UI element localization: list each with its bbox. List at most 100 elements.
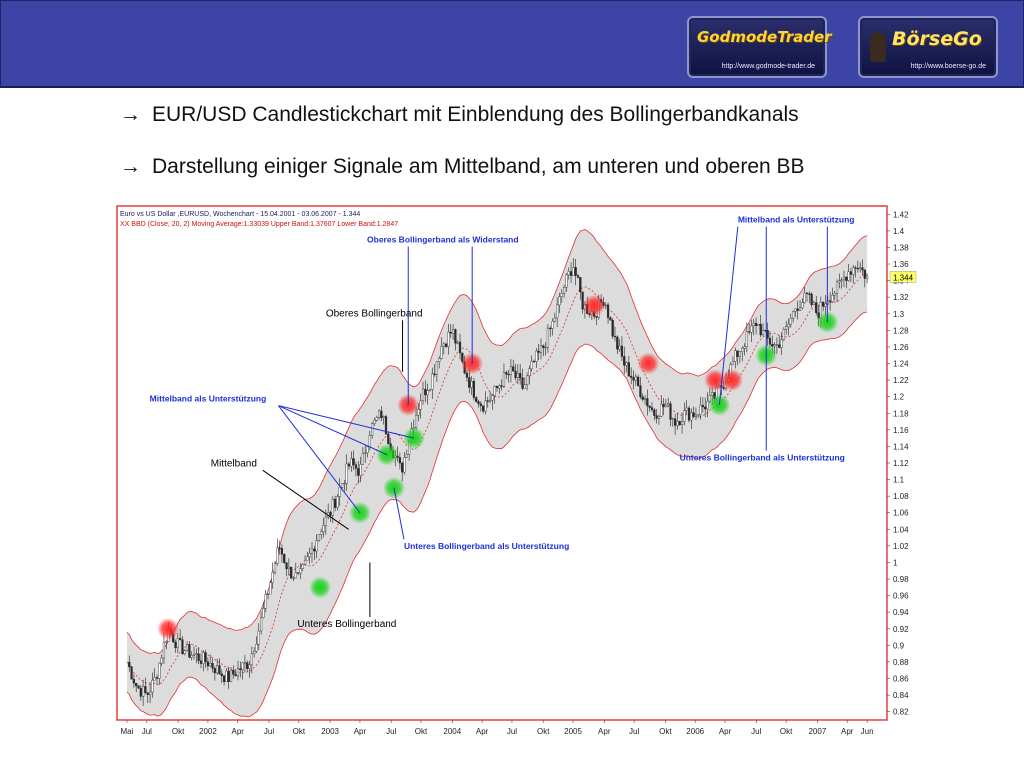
candle-body	[273, 563, 277, 573]
x-axis-tick-label: 2005	[564, 727, 582, 736]
candle-body	[220, 673, 223, 676]
candle-body	[146, 692, 149, 695]
candle-body	[329, 512, 332, 516]
candle-body	[438, 358, 441, 362]
candle-body	[449, 331, 452, 334]
candle-body	[630, 375, 633, 378]
candle-body	[854, 267, 857, 269]
candle-body	[465, 372, 469, 378]
x-axis-tick-label: Okt	[293, 727, 306, 736]
candle-body	[144, 686, 147, 693]
godmode-trader-logo[interactable]: GodmodeTrader http://www.godmode-trader.…	[687, 16, 832, 78]
candle-body	[313, 548, 316, 552]
candle-body	[690, 412, 693, 421]
y-axis-tick-label: 1.4	[893, 227, 905, 236]
red-signal-marker	[704, 369, 727, 392]
candle-body	[153, 677, 156, 681]
annotation-label: Mittelband als Unterstützung	[738, 215, 855, 225]
candle-body	[139, 687, 142, 697]
annotation-label: Oberes Bollingerband	[326, 308, 423, 319]
candle-body	[336, 496, 339, 508]
candle-body	[835, 281, 839, 294]
y-axis-tick-label: 0.84	[893, 691, 909, 700]
candle-body	[625, 362, 628, 366]
candle-body	[414, 415, 418, 428]
candle-body	[197, 653, 200, 661]
candle-body	[209, 662, 212, 667]
y-axis-tick-label: 1.22	[893, 376, 909, 385]
annotation-label: Oberes Bollingerband als Widerstand	[367, 234, 519, 244]
candle-body	[135, 682, 138, 687]
eurusd-bollinger-chart: Oberes Bollingerband als Widerstand Mitte…	[116, 205, 917, 736]
y-axis-tick-label: 1.18	[893, 409, 909, 418]
candle-body	[151, 679, 154, 693]
candle-body	[579, 277, 582, 293]
candle-body	[544, 347, 547, 349]
candle-body	[641, 396, 644, 400]
candle-body	[285, 562, 288, 570]
candle-body	[507, 373, 510, 376]
candle-body	[840, 279, 843, 281]
red-signal-marker	[583, 294, 606, 317]
candle-body	[866, 275, 869, 279]
annotation-pointer	[278, 405, 361, 514]
green-signal-marker	[309, 576, 332, 599]
candle-body	[128, 661, 131, 668]
y-axis-tick-label: 1.32	[893, 293, 909, 302]
candle-body	[276, 547, 279, 564]
candle-body	[750, 325, 753, 333]
candle-body	[831, 294, 834, 302]
y-axis-tick-label: 1.1	[893, 476, 905, 485]
candle-body	[287, 566, 290, 570]
candle-body	[398, 457, 401, 464]
candle-body	[680, 421, 684, 426]
candle-body	[525, 375, 529, 385]
x-axis-tick-label: Jul	[751, 727, 761, 736]
candle-body	[158, 662, 161, 679]
candle-body	[822, 302, 825, 307]
candle-body	[539, 345, 543, 353]
candle-body	[234, 674, 237, 677]
bullet-text: EUR/USD Candlestickchart mit Einblendung…	[152, 103, 799, 126]
bullet-item-1: → EUR/USD Candlestickchart mit Einblendun…	[120, 103, 799, 127]
y-axis-tick-label: 1.42	[893, 210, 909, 219]
candle-body	[655, 415, 658, 419]
candle-body	[803, 292, 806, 303]
candle-body	[849, 271, 853, 275]
candle-body	[264, 594, 267, 609]
annotation-pointer	[278, 405, 388, 456]
x-axis-tick-label: Jul	[507, 727, 517, 736]
candle-body	[269, 582, 272, 595]
candle-body	[199, 660, 203, 664]
y-axis-tick-label: 1.36	[893, 260, 909, 269]
candle-body	[338, 487, 341, 497]
candle-body	[250, 653, 253, 665]
y-axis-tick-label: 1	[893, 558, 898, 567]
candle-body	[347, 463, 351, 467]
candle-body	[736, 350, 739, 357]
annotation-pointer	[393, 487, 405, 540]
header-bar: GodmodeTrader http://www.godmode-trader.…	[0, 0, 1024, 88]
candle-body	[842, 276, 846, 281]
x-axis-tick-label: Mai	[120, 727, 133, 736]
candle-body	[292, 577, 295, 580]
candle-body	[623, 356, 626, 366]
candle-body	[498, 385, 501, 389]
candle-body	[669, 403, 672, 420]
x-axis-tick-label: Apr	[598, 727, 611, 736]
candle-body	[405, 454, 408, 458]
candle-body	[454, 329, 457, 344]
candle-body	[317, 534, 321, 542]
x-axis-tick-label: Jul	[142, 727, 152, 736]
candle-body	[213, 668, 216, 674]
candle-body	[699, 405, 702, 415]
godmode-trader-logo-text: GodmodeTrader	[697, 28, 832, 46]
candle-body	[366, 446, 369, 454]
boersego-logo[interactable]: BörseGo http://www.boerse-go.de	[858, 16, 998, 78]
candle-body	[130, 666, 133, 680]
red-signal-marker	[637, 352, 660, 375]
candle-body	[745, 331, 748, 347]
candle-body	[472, 381, 475, 398]
last-price-label: 1.344	[893, 273, 914, 282]
candle-body	[648, 405, 651, 408]
